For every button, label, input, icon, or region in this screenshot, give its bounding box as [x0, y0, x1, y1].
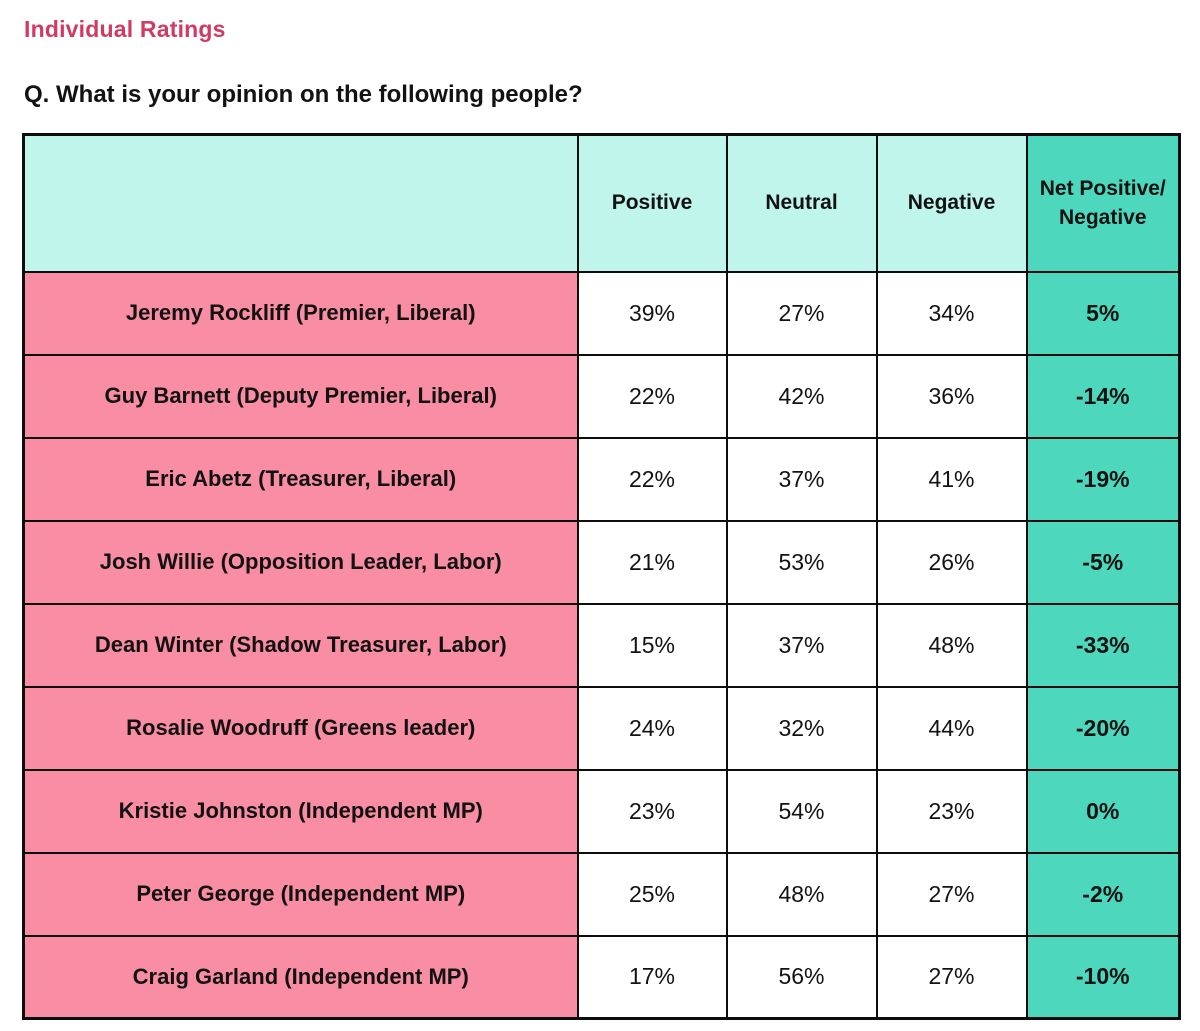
neutral-value-cell: 42% — [725, 353, 878, 439]
table-row: Craig Garland (Independent MP) 17% 56% 2… — [22, 934, 1181, 1020]
net-value-cell: -20% — [1025, 685, 1181, 771]
neutral-column-header: Neutral — [725, 133, 878, 273]
person-name-cell: Dean Winter (Shadow Treasurer, Labor) — [22, 602, 579, 688]
positive-value-cell: 23% — [576, 768, 728, 854]
net-value-cell: 5% — [1025, 270, 1181, 356]
neutral-value-cell: 37% — [725, 436, 878, 522]
negative-value-cell: 44% — [875, 685, 1028, 771]
positive-value-cell: 21% — [576, 519, 728, 605]
negative-column-header: Negative — [875, 133, 1028, 273]
net-value-cell: -33% — [1025, 602, 1181, 688]
positive-value-cell: 25% — [576, 851, 728, 937]
ratings-table: Positive Neutral Negative Net Positive/ … — [22, 133, 1181, 1020]
positive-value-cell: 22% — [576, 436, 728, 522]
neutral-value-cell: 32% — [725, 685, 878, 771]
neutral-value-cell: 37% — [725, 602, 878, 688]
neutral-value-cell: 53% — [725, 519, 878, 605]
positive-value-cell: 15% — [576, 602, 728, 688]
negative-value-cell: 23% — [875, 768, 1028, 854]
negative-value-cell: 36% — [875, 353, 1028, 439]
negative-value-cell: 34% — [875, 270, 1028, 356]
positive-value-cell: 22% — [576, 353, 728, 439]
negative-value-cell: 41% — [875, 436, 1028, 522]
net-value-cell: 0% — [1025, 768, 1181, 854]
positive-value-cell: 39% — [576, 270, 728, 356]
neutral-value-cell: 56% — [725, 934, 878, 1020]
table-header: Positive Neutral Negative Net Positive/ … — [22, 133, 1181, 273]
table-row: Dean Winter (Shadow Treasurer, Labor) 15… — [22, 602, 1181, 688]
net-value-cell: -5% — [1025, 519, 1181, 605]
negative-value-cell: 48% — [875, 602, 1028, 688]
person-name-cell: Josh Willie (Opposition Leader, Labor) — [22, 519, 579, 605]
table-row: Guy Barnett (Deputy Premier, Liberal) 22… — [22, 353, 1181, 439]
net-value-cell: -14% — [1025, 353, 1181, 439]
net-value-cell: -10% — [1025, 934, 1181, 1020]
header-row: Positive Neutral Negative Net Positive/ … — [22, 133, 1181, 273]
table-row: Peter George (Independent MP) 25% 48% 27… — [22, 851, 1181, 937]
negative-value-cell: 27% — [875, 851, 1028, 937]
section-title: Individual Ratings — [24, 16, 226, 42]
negative-value-cell: 27% — [875, 934, 1028, 1020]
table-row: Rosalie Woodruff (Greens leader) 24% 32%… — [22, 685, 1181, 771]
positive-value-cell: 17% — [576, 934, 728, 1020]
person-name-cell: Guy Barnett (Deputy Premier, Liberal) — [22, 353, 579, 439]
table-row: Josh Willie (Opposition Leader, Labor) 2… — [22, 519, 1181, 605]
neutral-value-cell: 54% — [725, 768, 878, 854]
person-name-cell: Peter George (Independent MP) — [22, 851, 579, 937]
person-name-cell: Jeremy Rockliff (Premier, Liberal) — [22, 270, 579, 356]
positive-value-cell: 24% — [576, 685, 728, 771]
person-name-cell: Eric Abetz (Treasurer, Liberal) — [22, 436, 579, 522]
survey-question: Q. What is your opinion on the following… — [24, 81, 583, 108]
person-name-cell: Kristie Johnston (Independent MP) — [22, 768, 579, 854]
net-value-cell: -2% — [1025, 851, 1181, 937]
neutral-value-cell: 48% — [725, 851, 878, 937]
neutral-value-cell: 27% — [725, 270, 878, 356]
positive-column-header: Positive — [576, 133, 728, 273]
net-column-header: Net Positive/ Negative — [1025, 133, 1181, 273]
table-row: Kristie Johnston (Independent MP) 23% 54… — [22, 768, 1181, 854]
table-row: Eric Abetz (Treasurer, Liberal) 22% 37% … — [22, 436, 1181, 522]
table-row: Jeremy Rockliff (Premier, Liberal) 39% 2… — [22, 270, 1181, 356]
blank-header-cell — [22, 133, 579, 273]
net-value-cell: -19% — [1025, 436, 1181, 522]
person-name-cell: Craig Garland (Independent MP) — [22, 934, 579, 1020]
table-body: Jeremy Rockliff (Premier, Liberal) 39% 2… — [22, 270, 1181, 1020]
negative-value-cell: 26% — [875, 519, 1028, 605]
person-name-cell: Rosalie Woodruff (Greens leader) — [22, 685, 579, 771]
